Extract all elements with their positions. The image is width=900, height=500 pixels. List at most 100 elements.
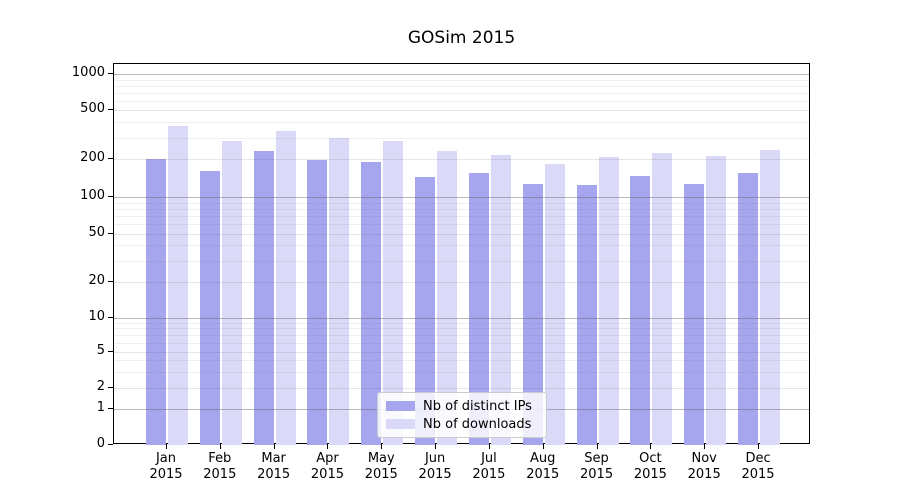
x-tick-label-jan: Jan 2015	[138, 451, 194, 483]
x-tick-label-line2: 2015	[526, 467, 560, 482]
x-tick-label-apr: Apr 2015	[299, 451, 355, 483]
bar-distinct-ips-jan	[146, 158, 166, 445]
gridline-y-4	[114, 360, 809, 362]
x-tick-label-line2: 2015	[203, 467, 237, 482]
y-tick-2	[108, 387, 113, 388]
x-tick-label-aug: Aug 2015	[515, 451, 571, 483]
y-tick-500	[108, 109, 113, 111]
x-tick-label-dec: Dec 2015	[730, 451, 786, 483]
chart-title: GOSim 2015	[407, 28, 516, 48]
y-tick-100	[108, 196, 113, 197]
bar-downloads-aug	[544, 163, 565, 445]
bar-downloads-feb	[221, 141, 242, 445]
y-tick-label-5: 5	[96, 342, 105, 358]
gridline-y-800	[114, 85, 809, 87]
bar-downloads-mar	[275, 131, 296, 445]
y-tick-label-100: 100	[80, 188, 105, 203]
y-tick-label-2: 2	[96, 379, 105, 394]
gridline-y-600	[114, 100, 809, 102]
x-tick-label-line2: 2015	[149, 467, 183, 482]
bar-distinct-ips-nov	[684, 183, 705, 445]
plot-area	[113, 63, 810, 445]
gridline-y-400	[114, 122, 809, 124]
gridline-y-6	[114, 342, 809, 344]
bar-distinct-ips-dec	[738, 172, 759, 445]
legend-swatch-distinct-ips	[386, 401, 415, 411]
x-tick-label-nov: Nov 2015	[676, 451, 732, 483]
x-tick-label-line1: Jun	[424, 451, 446, 466]
x-tick-label-line2: 2015	[364, 467, 398, 482]
y-tick-label-20: 20	[88, 273, 105, 288]
x-tick-label-line1: Oct	[639, 451, 662, 466]
x-tick-label-line2: 2015	[687, 467, 721, 482]
gridline-y-40	[114, 245, 809, 247]
x-tick-feb	[219, 444, 221, 449]
gridline-y-700	[114, 92, 809, 94]
x-tick-sep	[596, 444, 598, 449]
y-tick-5	[108, 350, 113, 352]
legend-item-downloads: Nb of downloads	[386, 418, 538, 431]
gridline-y-2	[114, 388, 809, 389]
x-tick-label-line1: Jan	[155, 451, 177, 466]
y-tick-label-10: 10	[88, 308, 105, 324]
gridline-y-3	[114, 371, 809, 373]
bar-distinct-ips-sep	[576, 184, 597, 445]
legend-item-distinct-ips: Nb of distinct IPs	[386, 400, 538, 413]
legend: Nb of distinct IPs Nb of downloads	[377, 392, 547, 438]
y-tick-label-500: 500	[80, 101, 105, 117]
x-tick-label-feb: Feb 2015	[192, 451, 248, 483]
gridline-y-100	[114, 197, 809, 198]
y-tick-label-200: 200	[80, 150, 105, 166]
x-tick-nov	[704, 444, 706, 449]
bar-downloads-jun	[437, 150, 458, 445]
x-tick-label-oct: Oct 2015	[622, 451, 678, 483]
y-tick-200	[108, 158, 113, 160]
gridline-y-20	[114, 282, 809, 283]
x-tick-jul	[488, 444, 490, 449]
legend-swatch-downloads	[386, 419, 415, 429]
bar-distinct-ips-aug	[522, 183, 543, 445]
x-tick-oct	[650, 444, 652, 449]
gridline-y-9	[114, 322, 809, 324]
gridline-y-300	[114, 137, 809, 139]
x-tick-aug	[542, 444, 544, 449]
gridline-y-900	[114, 79, 809, 81]
bar-distinct-ips-feb	[199, 170, 220, 445]
x-tick-label-line1: Apr	[316, 451, 339, 466]
x-tick-label-line1: Dec	[745, 451, 771, 466]
x-tick-label-jul: Jul 2015	[461, 451, 517, 483]
x-tick-jun	[435, 444, 437, 449]
x-tick-label-line1: Feb	[208, 451, 232, 466]
x-tick-label-line2: 2015	[418, 467, 452, 482]
x-tick-may	[381, 444, 383, 449]
gridline-y-200	[114, 159, 809, 161]
gridline-y-30	[114, 260, 809, 262]
y-tick-0	[108, 443, 113, 445]
legend-label-downloads: Nb of downloads	[423, 416, 532, 432]
bar-distinct-ips-may	[361, 161, 382, 445]
bar-downloads-oct	[652, 153, 673, 445]
y-tick-label-50: 50	[88, 224, 105, 240]
x-tick-label-line2: 2015	[633, 467, 667, 482]
y-tick-50	[108, 232, 113, 234]
y-tick-1	[108, 407, 113, 409]
x-tick-label-jun: Jun 2015	[407, 451, 463, 483]
x-tick-label-may: May 2015	[353, 451, 409, 483]
y-tick-10	[108, 316, 113, 318]
x-tick-dec	[758, 444, 760, 449]
gridline-y-60	[114, 224, 809, 226]
bar-downloads-nov	[706, 155, 727, 445]
gridline-y-90	[114, 202, 809, 204]
x-tick-label-line2: 2015	[310, 467, 344, 482]
y-tick-20	[108, 281, 113, 282]
gridline-y-8	[114, 328, 809, 330]
x-tick-label-line1: Nov	[691, 451, 717, 466]
x-tick-label-line2: 2015	[580, 467, 614, 482]
y-tick-label-1: 1	[96, 399, 105, 415]
gridline-y-5	[114, 351, 809, 353]
legend-label-distinct-ips: Nb of distinct IPs	[423, 398, 532, 414]
bar-distinct-ips-jun	[415, 176, 436, 445]
x-tick-label-line1: Aug	[530, 451, 556, 466]
x-tick-label-line1: Jul	[481, 451, 497, 466]
